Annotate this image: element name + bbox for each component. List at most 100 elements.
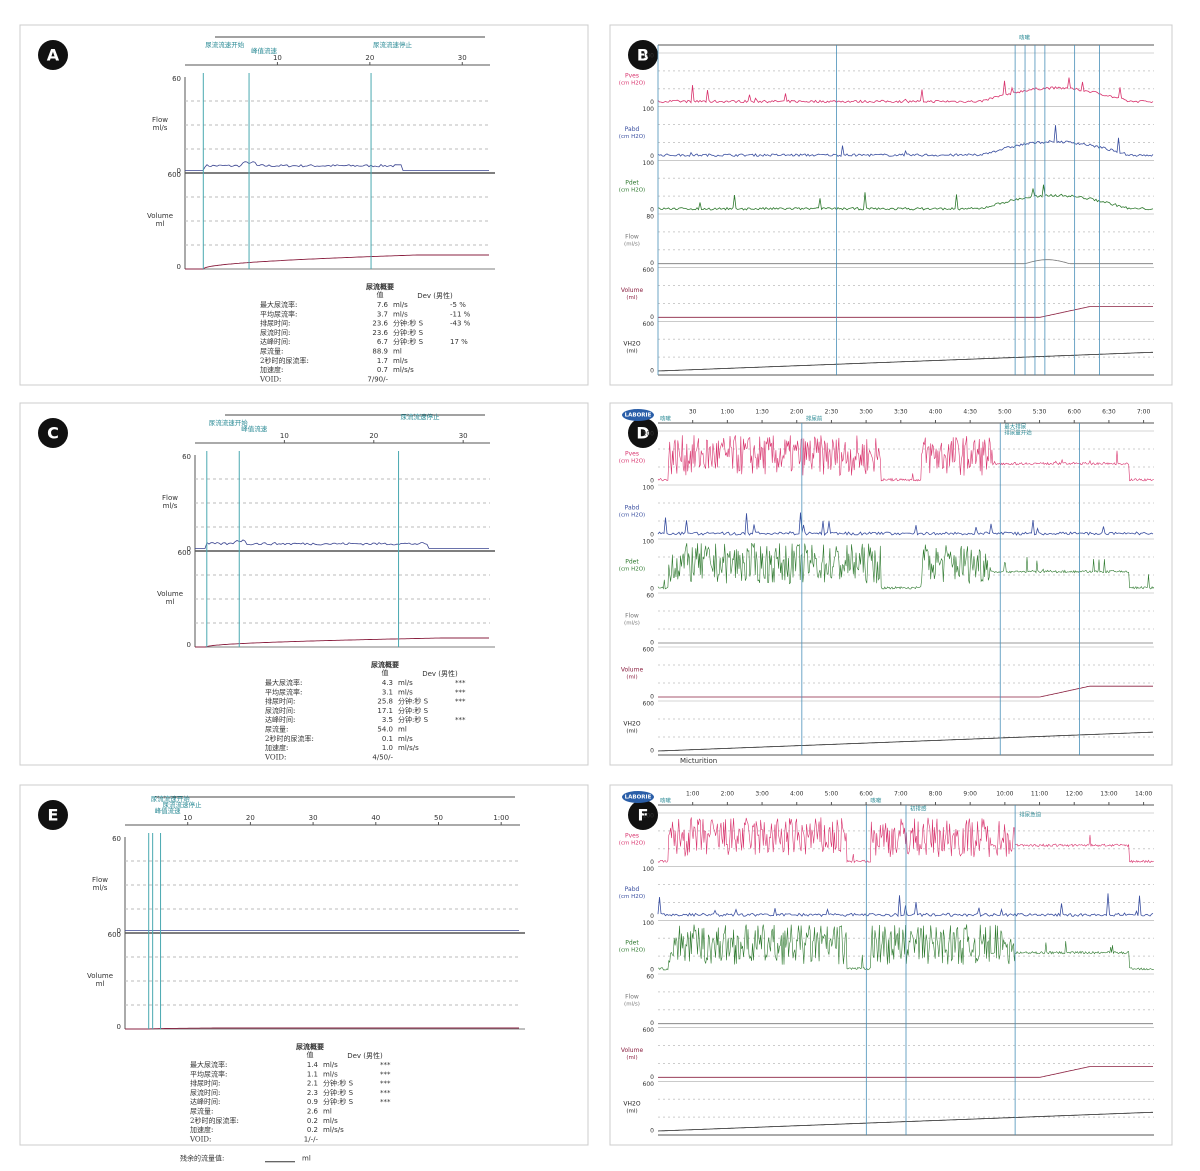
channel-name: Pdet [625,559,639,566]
summary-value: 2.1 [307,1080,318,1088]
panel-badge [38,800,68,830]
channel-top: 600 [643,647,655,654]
logo [622,791,654,803]
summary-value: 1.1 [307,1070,318,1078]
summary-value-header: 值 [382,668,389,677]
cursor-annotation: 尿流流速停止 [163,800,203,809]
summary-dev: *** [455,698,466,706]
channel-bottom: 0 [650,913,654,920]
channel-top: 600 [643,321,655,328]
summary-value-header: 值 [307,1050,314,1059]
x-tick-label: 1:00 [493,814,509,822]
summary-value: 4/50/- [372,753,393,761]
time-tick-label: 5:00 [825,791,839,798]
summary-value: 1.4 [307,1061,319,1069]
footer-label: Micturition [680,757,717,765]
event-marker: 咳嗽 [660,415,672,423]
channel-name: Flow [625,233,639,240]
channel-top: 100 [643,866,655,873]
summary-unit: 分钟:秒 S [323,1079,354,1088]
channel-top: 100 [643,539,655,546]
channel-top: 600 [643,701,655,708]
channel-unit: (ml/s) [624,621,640,627]
summary-dev: *** [380,1061,391,1069]
channel-top: 100 [643,106,655,113]
summary-dev: *** [380,1089,391,1097]
summary-value: 0.7 [377,366,388,374]
summary-unit: ml [393,348,402,356]
panel-label: F [638,806,649,825]
channel-bottom: 0 [650,368,654,375]
time-tick-label: 4:00 [929,409,943,416]
channel-top: 60 [646,593,654,600]
time-tick-label: 3:30 [894,409,908,416]
channel-name: Volume [87,972,113,980]
channel-bottom: 0 [650,153,654,160]
time-tick-label: 13:00 [1100,791,1117,798]
channel-top: 60 [112,835,121,843]
channel-trace [657,512,1154,536]
channel-trace [657,435,1154,482]
channel-name: VH2O [623,721,640,728]
summary-label: 达峰时间: [190,1097,220,1106]
channel-top: 100 [643,813,655,820]
summary-value: 23.6 [372,329,388,337]
summary-unit: 分钟:秒 S [393,337,424,346]
residual-unit: ml [302,1155,311,1163]
channel-unit: (cm H2O) [619,80,645,86]
channel-bottom: 0 [117,927,121,935]
time-tick-label: 1:00 [686,791,700,798]
summary-dev: -11 % [450,310,471,318]
channel-bottom: 0 [650,748,654,755]
x-tick-label: 20 [246,814,255,822]
cursor-annotation: 尿流流速开始 [205,40,245,49]
time-tick-label: 6:00 [1067,409,1081,416]
channel-name: Pves [625,451,639,458]
time-tick-label: 2:30 [825,409,839,416]
summary-value: 6.7 [377,338,388,346]
summary-dev-header: Dev (男性) [347,1051,383,1060]
channel-bottom: 0 [650,859,654,866]
channel-unit: (cm H2O) [619,840,645,846]
volume-trace [195,637,489,648]
channel-top: 100 [643,431,655,438]
channel-trace [657,893,1154,918]
event-marker: 咳嗽 [870,797,882,805]
channel-name: Pabd [625,126,640,133]
channel-top: 600 [178,549,191,557]
cursor-annotation: 尿流流速开始 [151,794,191,803]
cursor-annotation: 峰值流速 [155,806,182,815]
channel-bottom: 0 [650,478,654,485]
summary-unit: ml/s [393,310,408,318]
x-tick-label: 40 [371,814,380,822]
summary-label: 平均尿流率: [260,309,297,318]
time-tick-label: 7:00 [1137,409,1151,416]
channel-bottom: 0 [650,967,654,974]
channel-name: Pdet [625,180,639,187]
summary-value: 25.8 [377,698,393,706]
logo-text: LABORIE [625,413,652,419]
channel-unit: (ml) [626,1109,637,1115]
summary-dev-header: Dev (男性) [422,669,458,678]
channel-name: Volume [147,212,173,220]
channel-name: Flow [152,116,168,124]
summary-label: 排尿时间: [190,1079,220,1088]
time-tick-label: 9:00 [963,791,977,798]
channel-unit: (cm H2O) [619,894,645,900]
channel-unit: ml [156,220,165,228]
residual-label: 残余的流量值: [180,1154,224,1163]
flow-trace [185,161,489,171]
channel-bottom: 0 [650,207,654,214]
channel-top: 600 [168,171,181,179]
panel-border [609,784,1173,1146]
summary-label: 最大尿流率: [265,678,302,687]
x-tick-label: 50 [434,814,443,822]
event-marker: 咳嗽 [660,797,672,805]
time-tick-label: 30 [689,409,697,416]
summary-value: 3.7 [377,310,388,318]
summary-dev: *** [455,716,466,724]
channel-name: VH2O [623,1101,640,1108]
summary-label: 尿流量: [190,1107,213,1116]
flow-trace [195,539,489,549]
channel-unit: (cm H2O) [619,459,645,465]
